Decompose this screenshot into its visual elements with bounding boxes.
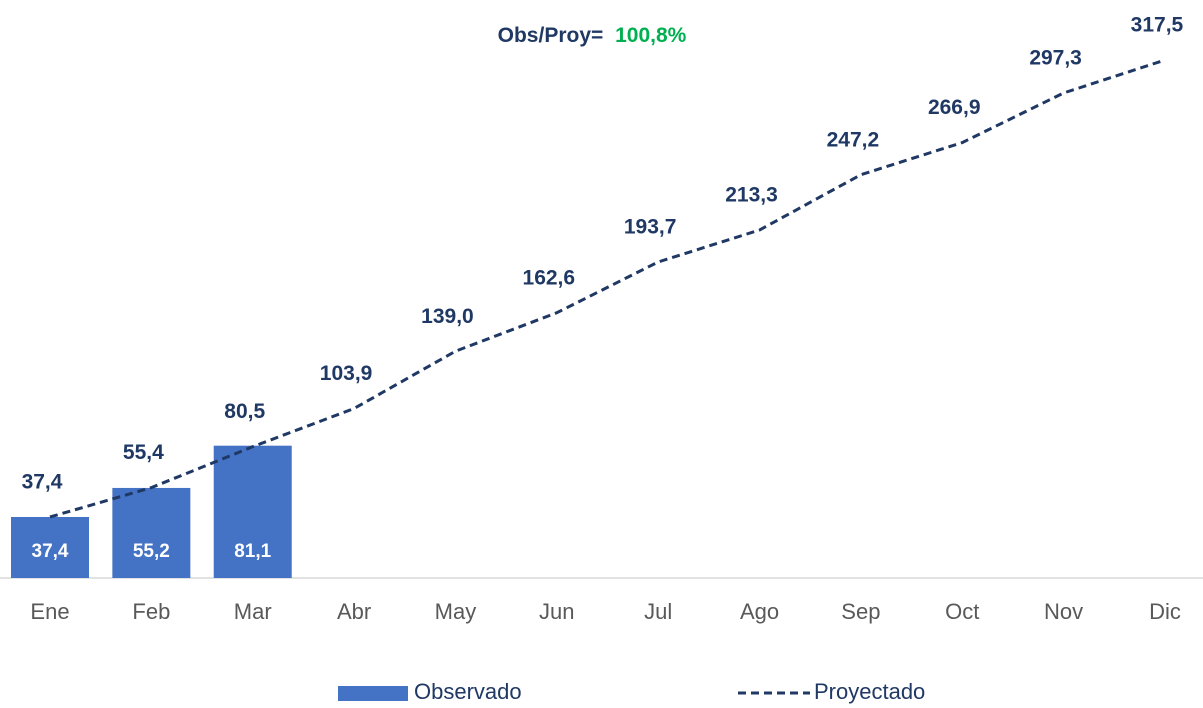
- x-tick-label: Abr: [337, 599, 371, 624]
- x-tick-label: Jun: [539, 599, 574, 624]
- legend-label: Proyectado: [814, 679, 925, 704]
- line: [49, 58, 1166, 519]
- x-tick-label: Oct: [945, 599, 979, 624]
- bar: [213, 445, 292, 578]
- annotation: Obs/Proy= 100,8%: [498, 24, 687, 47]
- line-value-label: 139,0: [421, 305, 474, 328]
- legend-label: Observado: [414, 679, 522, 704]
- line-value-label: 266,9: [928, 96, 981, 119]
- bar: [112, 487, 191, 578]
- x-tick-label: Ago: [740, 599, 779, 624]
- line-value-label: 103,9: [320, 362, 373, 385]
- bar-value-label: 55,2: [133, 541, 170, 562]
- x-tick-label: Ene: [30, 599, 69, 624]
- bar-value-label: 81,1: [234, 541, 271, 562]
- line-value-label: 297,3: [1029, 47, 1082, 70]
- line-value-label: 162,6: [523, 266, 576, 289]
- bar: [11, 516, 89, 578]
- bar-value-label: 37,4: [32, 541, 69, 562]
- line-value-label: 80,5: [224, 400, 265, 423]
- annotation-value: 100,8%: [615, 24, 687, 47]
- line-value-label: 213,3: [725, 184, 778, 207]
- x-tick-label: Mar: [234, 599, 272, 624]
- x-tick-label: Nov: [1044, 599, 1083, 624]
- line-value-label: 247,2: [827, 128, 880, 151]
- x-tick-label: Sep: [841, 599, 880, 624]
- x-tick-label: May: [435, 599, 477, 624]
- line-value-label: 37,4: [22, 471, 63, 494]
- line-value-label: 317,5: [1131, 14, 1184, 37]
- x-tick-label: Dic: [1149, 599, 1181, 624]
- line-value-label: 55,4: [123, 441, 164, 464]
- x-tick-label: Jul: [644, 599, 672, 624]
- annotation-text: Obs/Proy=: [498, 24, 604, 47]
- x-tick-label: Feb: [132, 599, 170, 624]
- line-value-label: 193,7: [624, 216, 677, 239]
- legend-swatch: [338, 686, 408, 701]
